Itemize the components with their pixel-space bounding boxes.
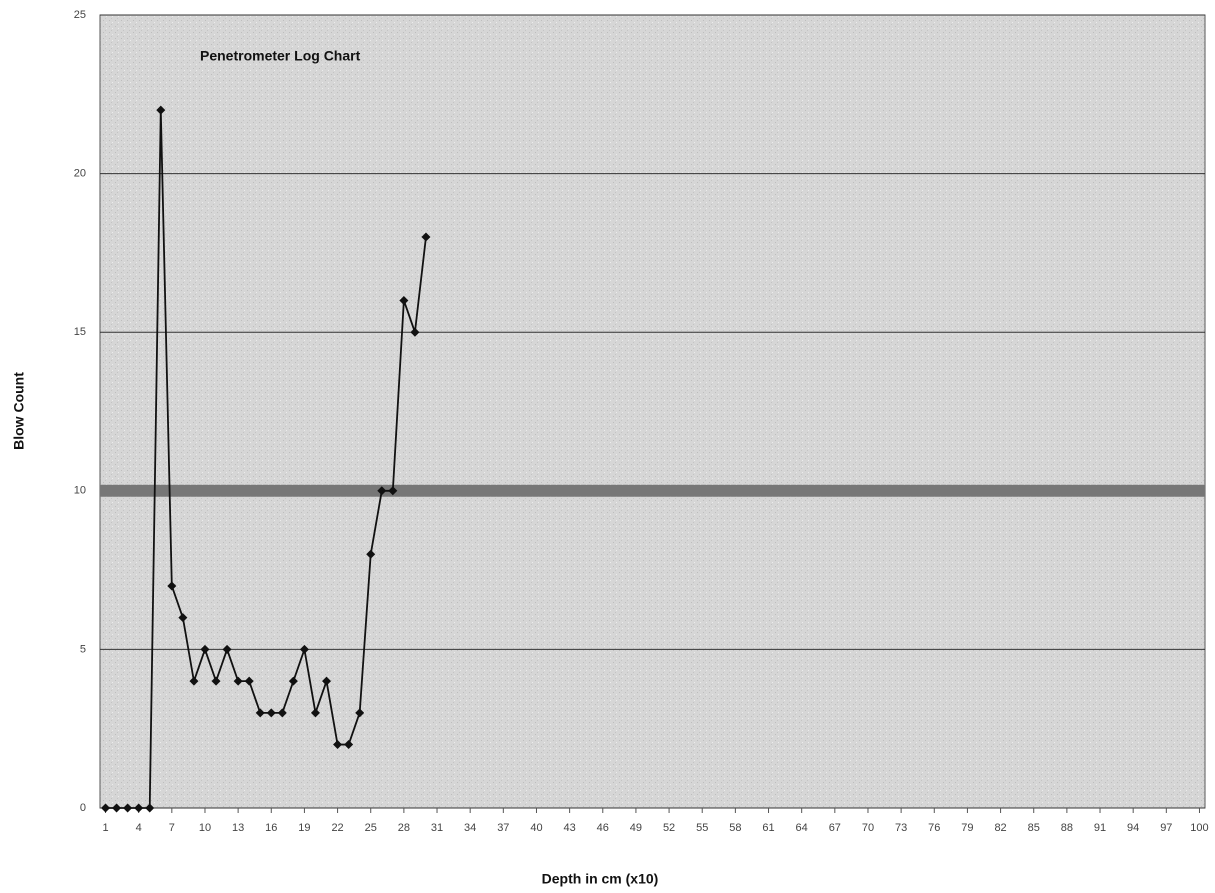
x-tick-label: 64 — [796, 822, 808, 834]
x-tick-label: 85 — [1028, 822, 1040, 834]
x-tick-label: 1 — [102, 822, 108, 834]
data-point — [211, 676, 221, 686]
data-point — [277, 708, 287, 718]
data-point — [101, 803, 111, 813]
x-tick-label: 4 — [136, 822, 142, 834]
data-point — [355, 708, 365, 718]
data-point — [366, 549, 376, 559]
data-point — [266, 708, 276, 718]
x-tick-label: 70 — [862, 822, 874, 834]
x-tick-label: 52 — [663, 822, 675, 834]
data-point — [299, 644, 309, 654]
data-point — [189, 676, 199, 686]
x-tick-label: 16 — [265, 822, 277, 834]
data-point — [310, 708, 320, 718]
x-tick-label: 100 — [1190, 822, 1208, 834]
x-axis-label: Depth in cm (x10) — [542, 871, 659, 887]
x-tick-label: 28 — [398, 822, 410, 834]
data-point — [134, 803, 144, 813]
data-point — [123, 803, 133, 813]
x-tick-label: 31 — [431, 822, 443, 834]
data-point — [200, 644, 210, 654]
data-point — [244, 676, 254, 686]
x-tick-label: 40 — [530, 822, 542, 834]
data-point — [222, 644, 232, 654]
data-point — [145, 803, 155, 813]
data-point — [156, 105, 166, 115]
y-tick-label: 15 — [74, 326, 86, 338]
data-point — [410, 327, 420, 337]
x-tick-label: 61 — [762, 822, 774, 834]
x-tick-label: 94 — [1127, 822, 1139, 834]
x-tick-label: 22 — [331, 822, 343, 834]
x-tick-label: 88 — [1061, 822, 1073, 834]
data-point — [377, 486, 387, 496]
plot-area — [99, 14, 1206, 809]
x-tick-label: 49 — [630, 822, 642, 834]
x-tick-label: 79 — [961, 822, 973, 834]
x-tick-label: 91 — [1094, 822, 1106, 834]
x-tick-label: 13 — [232, 822, 244, 834]
data-point — [167, 581, 177, 591]
y-tick-label: 10 — [74, 485, 86, 497]
y-tick-label: 5 — [80, 643, 86, 655]
x-tick-label: 46 — [597, 822, 609, 834]
x-tick-label: 25 — [365, 822, 377, 834]
x-tick-label: 37 — [497, 822, 509, 834]
x-tick-label: 97 — [1160, 822, 1172, 834]
x-tick-label: 7 — [169, 822, 175, 834]
y-tick-label: 20 — [74, 168, 86, 180]
data-line — [105, 110, 427, 809]
y-tick-label: 0 — [80, 802, 86, 814]
x-tick-label: 67 — [829, 822, 841, 834]
x-tick-label: 58 — [729, 822, 741, 834]
chart-title: Penetrometer Log Chart — [200, 48, 361, 64]
x-tick-label: 10 — [199, 822, 211, 834]
data-point — [255, 708, 265, 718]
data-point — [333, 740, 343, 750]
x-tick-label: 43 — [564, 822, 576, 834]
data-point — [344, 740, 354, 750]
x-tick-label: 76 — [928, 822, 940, 834]
y-axis-label: Blow Count — [11, 372, 27, 450]
data-point — [322, 676, 332, 686]
data-point — [112, 803, 122, 813]
data-point — [178, 613, 188, 623]
data-point — [421, 232, 431, 242]
x-tick-label: 19 — [298, 822, 310, 834]
y-tick-label: 25 — [74, 9, 86, 21]
x-tick-label: 82 — [994, 822, 1006, 834]
data-point — [288, 676, 298, 686]
x-tick-label: 34 — [464, 822, 476, 834]
data-point — [233, 676, 243, 686]
x-tick-label: 73 — [895, 822, 907, 834]
data-point — [399, 295, 409, 305]
data-point — [388, 486, 398, 496]
x-tick-label: 55 — [696, 822, 708, 834]
